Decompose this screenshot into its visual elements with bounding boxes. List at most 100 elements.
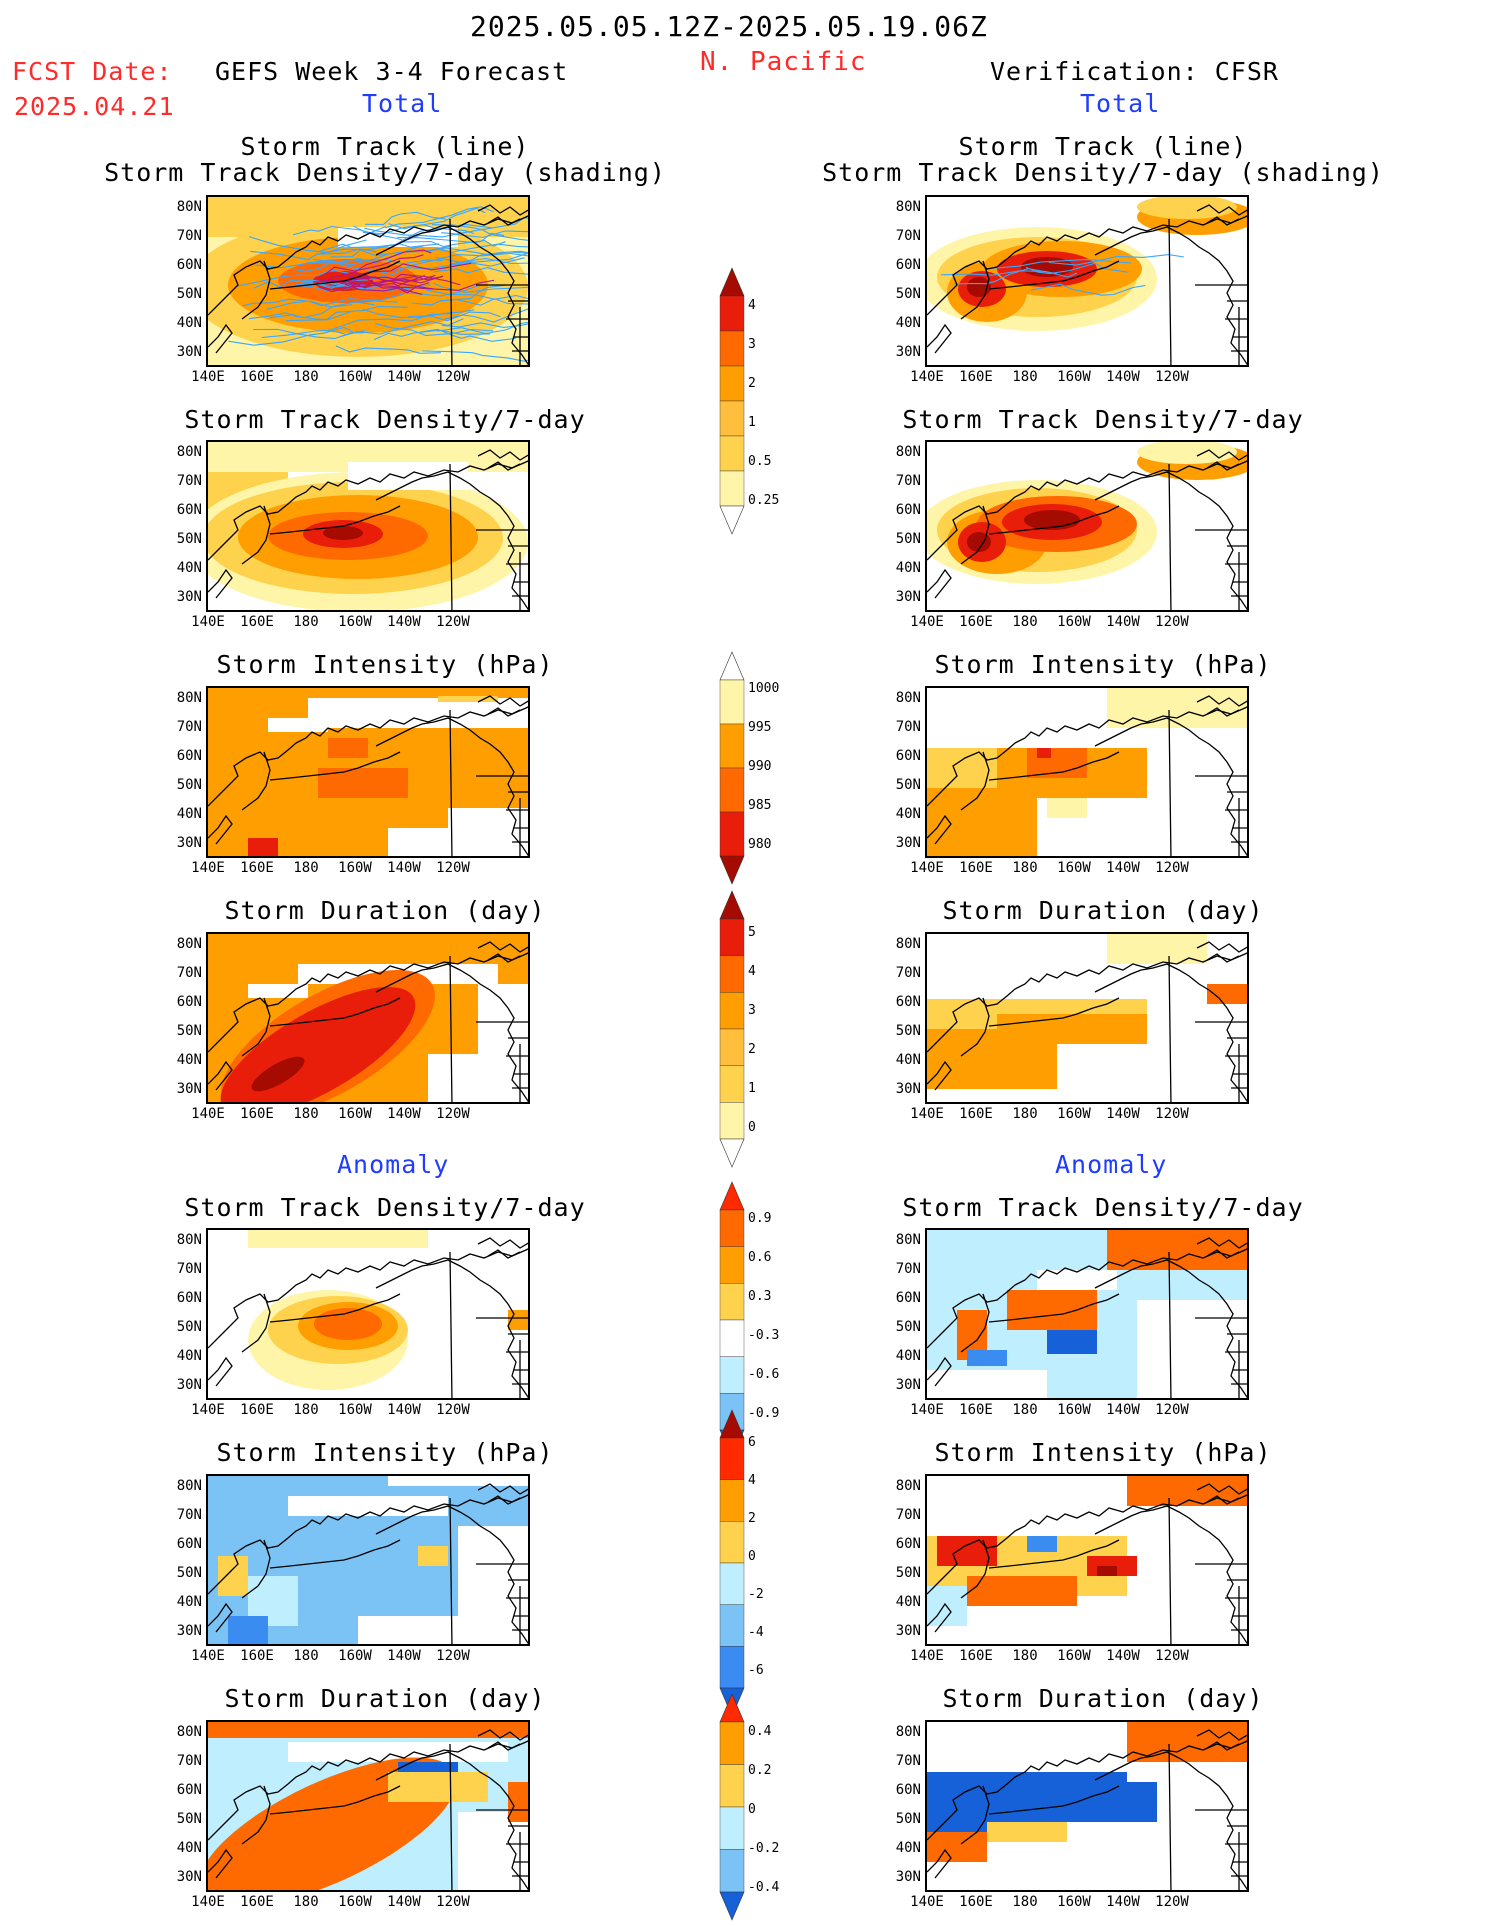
lat-tick-label: 60N [895, 1782, 921, 1798]
shade-cell [458, 1812, 528, 1890]
storm-track-line [412, 284, 506, 306]
lon-tick-label: 140E [191, 369, 225, 385]
coastline [208, 449, 528, 610]
shade-cell [997, 1014, 1147, 1044]
colorbar-segment [719, 1849, 745, 1893]
lon-tick-label: 160E [959, 1106, 993, 1122]
title-r-trackshade: Storm Track Density/7-day (shading) [822, 158, 1384, 187]
shade-cell [1207, 984, 1247, 1004]
lon-tick-label: 180 [1012, 1402, 1038, 1418]
colorbar-segment [719, 1209, 745, 1247]
map-panel-r1 [925, 440, 1249, 612]
storm-track-line [408, 311, 501, 322]
shade-cell [268, 718, 328, 732]
colorbar-segment [719, 918, 745, 956]
lon-tick-label: 160E [959, 1402, 993, 1418]
shade-cell [388, 828, 448, 856]
title-l-intensity-anom: Storm Intensity (hPa) [216, 1438, 554, 1467]
coastline [208, 695, 528, 856]
lon-tick-label: 140E [910, 614, 944, 630]
fcst-label: FCST Date: [12, 57, 173, 86]
storm-track-line [456, 230, 528, 239]
colorbar-cap [719, 267, 745, 297]
shade-region [251, 1056, 305, 1092]
lon-tick-label: 120W [1155, 1648, 1189, 1664]
lon-tick-label: 140W [1106, 614, 1140, 630]
lat-tick-label: 70N [895, 1507, 921, 1523]
colorbar-label: 2 [748, 1511, 756, 1526]
colorbar-intensity_total [718, 650, 748, 890]
lat-tick-label: 70N [176, 719, 202, 735]
lon-tick-label: 180 [1012, 369, 1038, 385]
lat-tick-label: 50N [895, 1811, 921, 1827]
shade-region [1137, 442, 1237, 464]
colorbar-label: 990 [748, 759, 772, 774]
lon-tick-label: 120W [1155, 1402, 1189, 1418]
lon-tick-label: 140E [910, 1648, 944, 1664]
lon-tick-label: 140W [387, 1648, 421, 1664]
colorbar-segment [719, 1437, 745, 1480]
colorbar-segment [719, 1646, 745, 1689]
lon-tick-label: 140E [191, 614, 225, 630]
lat-tick-label: 80N [895, 1478, 921, 1494]
coastline [208, 1237, 528, 1398]
colorbar-segment [719, 1028, 745, 1066]
colorbar-cap [719, 1181, 745, 1211]
title-r-duration-anom: Storm Duration (day) [942, 1684, 1264, 1713]
colorbar-cap [719, 890, 745, 920]
colorbar-label: 0.2 [748, 1763, 772, 1778]
colorbar-label: -2 [748, 1587, 764, 1602]
lon-tick-label: 180 [293, 369, 319, 385]
colorbar-segment [719, 1806, 745, 1850]
lon-tick-label: 160E [959, 1648, 993, 1664]
lon-tick-label: 140E [191, 860, 225, 876]
lat-tick-label: 60N [176, 257, 202, 273]
lon-tick-label: 160W [1057, 1648, 1091, 1664]
colorbar-segment [719, 955, 745, 993]
lon-tick-label: 140W [1106, 1894, 1140, 1910]
map-panel-l3 [206, 932, 530, 1104]
coastline [927, 941, 1247, 1102]
lon-tick-label: 160W [1057, 1894, 1091, 1910]
map-panel-r2 [925, 686, 1249, 858]
lat-tick-label: 80N [176, 936, 202, 952]
colorbar-segment [719, 1721, 745, 1765]
storm-track-line [420, 328, 516, 342]
colorbar-label: 2 [748, 1042, 756, 1057]
colorbar-density_total [718, 266, 748, 540]
colorbar-label: -0.2 [748, 1841, 780, 1856]
shade-cell [1037, 1270, 1117, 1290]
colorbar-label: 1000 [748, 681, 780, 696]
colorbar-segment [719, 330, 745, 367]
storm-track-line [433, 282, 528, 293]
lon-tick-label: 140E [910, 860, 944, 876]
title-l-intensity: Storm Intensity (hPa) [216, 650, 554, 679]
colorbar-segment [719, 1319, 745, 1357]
lat-tick-label: 70N [176, 1261, 202, 1277]
lat-tick-label: 50N [176, 531, 202, 547]
lon-tick-label: 140W [1106, 860, 1140, 876]
storm-track-line [385, 206, 494, 229]
shade-cell [318, 768, 408, 798]
colorbar-segment [719, 1102, 745, 1140]
lat-tick-label: 30N [176, 1377, 202, 1393]
lon-tick-label: 140E [191, 1648, 225, 1664]
map-panel-l6 [206, 1720, 530, 1892]
colorbar-segment [719, 1764, 745, 1808]
map-panel-l5 [206, 1474, 530, 1646]
lon-tick-label: 160E [240, 614, 274, 630]
lon-tick-label: 140W [1106, 1648, 1140, 1664]
lon-tick-label: 140W [1106, 369, 1140, 385]
lat-tick-label: 70N [176, 473, 202, 489]
colorbar-segment [719, 811, 745, 857]
colorbar-label: 1 [748, 415, 756, 430]
shade-cell [208, 1722, 528, 1738]
lat-tick-label: 40N [176, 1840, 202, 1856]
lon-tick-label: 160E [959, 369, 993, 385]
shade-cell [927, 1832, 987, 1862]
coastline [927, 1237, 1247, 1398]
lon-tick-label: 140E [191, 1402, 225, 1418]
colorbar-segment [719, 1246, 745, 1284]
colorbar-cap [719, 855, 745, 885]
colorbar-duration_total [718, 889, 748, 1173]
